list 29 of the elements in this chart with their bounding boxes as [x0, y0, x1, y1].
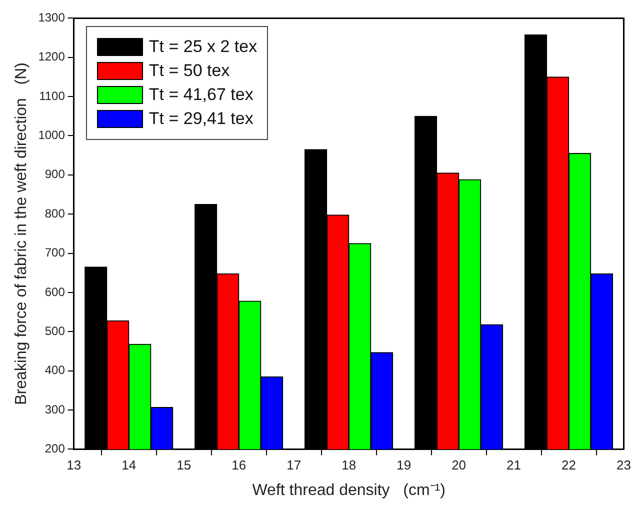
- legend-label: Tt = 50 tex: [148, 61, 230, 82]
- y-axis-title: Breaking force of fabric in the weft direction (N): [13, 62, 30, 405]
- x-tick-label: 17: [286, 458, 302, 473]
- y-tick-label: 200: [44, 442, 66, 456]
- y-tick-label: 400: [44, 363, 66, 378]
- x-tick-label: 14: [122, 458, 136, 473]
- x-tick-label: 22: [562, 458, 576, 473]
- x-tick-label: 20: [452, 458, 466, 473]
- y-tick-label: 600: [44, 284, 66, 299]
- x-tick-label: 19: [396, 458, 412, 473]
- y-tick-label: 1200: [38, 50, 66, 64]
- x-tick-label: 21: [506, 458, 522, 473]
- x-tick-label: 23: [616, 458, 632, 473]
- y-tick-label: 1300: [38, 10, 66, 25]
- y-tick-label: 800: [44, 206, 66, 220]
- x-axis-title: Weft thread density (cm⁻¹): [252, 482, 446, 499]
- y-tick-label: 300: [44, 402, 66, 416]
- y-tick-label: 1100: [39, 88, 66, 103]
- x-tick-label: 15: [176, 458, 192, 473]
- legend-label: Tt = 25 x 2 tex: [148, 37, 258, 58]
- y-tick-label: 500: [44, 324, 66, 338]
- x-tick-label: 13: [66, 458, 82, 473]
- legend-label: Tt = 29,41 tex: [148, 109, 254, 130]
- y-tick-label: 900: [44, 167, 66, 182]
- legend-label: Tt = 41,67 tex: [148, 85, 254, 106]
- x-tick-label: 18: [342, 458, 356, 473]
- y-tick-label: 1000: [38, 128, 66, 142]
- x-tick-label: 16: [232, 458, 246, 473]
- y-tick-label: 700: [44, 246, 66, 260]
